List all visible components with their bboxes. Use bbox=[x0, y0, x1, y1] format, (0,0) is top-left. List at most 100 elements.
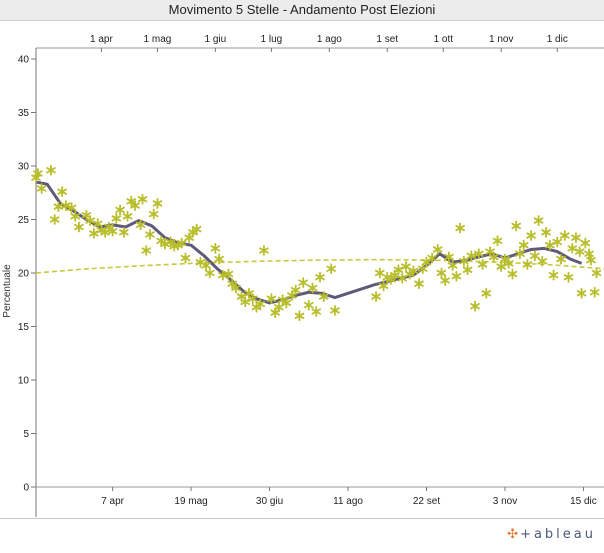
data-point[interactable] bbox=[417, 263, 428, 275]
data-point[interactable] bbox=[330, 305, 340, 316]
data-point[interactable] bbox=[541, 226, 551, 238]
data-point[interactable] bbox=[545, 239, 555, 251]
data-point[interactable] bbox=[141, 245, 152, 256]
data-point[interactable] bbox=[240, 296, 251, 308]
data-point[interactable] bbox=[556, 253, 566, 265]
data-point[interactable] bbox=[130, 200, 140, 211]
data-point[interactable] bbox=[591, 267, 602, 279]
data-point[interactable] bbox=[70, 210, 81, 222]
data-point[interactable] bbox=[259, 245, 269, 256]
data-point[interactable] bbox=[49, 214, 60, 225]
data-point[interactable] bbox=[589, 286, 600, 298]
data-point[interactable] bbox=[378, 280, 389, 292]
data-point[interactable] bbox=[522, 259, 533, 270]
data-point[interactable] bbox=[277, 294, 288, 306]
data-point[interactable] bbox=[374, 267, 385, 279]
data-point[interactable] bbox=[371, 291, 381, 302]
data-point[interactable] bbox=[526, 230, 536, 241]
data-point[interactable] bbox=[481, 287, 492, 299]
data-point[interactable] bbox=[444, 251, 454, 263]
data-point[interactable] bbox=[580, 237, 591, 249]
data-point[interactable] bbox=[567, 242, 578, 254]
data-point[interactable] bbox=[518, 239, 529, 251]
data-point[interactable] bbox=[488, 251, 499, 263]
data-point[interactable] bbox=[530, 250, 540, 262]
data-point[interactable] bbox=[251, 301, 262, 313]
data-point[interactable] bbox=[214, 253, 224, 265]
data-point[interactable] bbox=[427, 252, 437, 264]
data-point[interactable] bbox=[85, 215, 95, 226]
data-point[interactable] bbox=[135, 219, 146, 231]
data-point[interactable] bbox=[326, 263, 337, 275]
data-point[interactable] bbox=[397, 272, 408, 284]
data-point[interactable] bbox=[470, 300, 480, 312]
data-point[interactable] bbox=[92, 218, 103, 230]
data-point[interactable] bbox=[548, 269, 559, 281]
data-point[interactable] bbox=[474, 248, 484, 260]
data-point[interactable] bbox=[515, 248, 525, 260]
data-point[interactable] bbox=[462, 264, 473, 276]
data-point[interactable] bbox=[231, 282, 241, 294]
data-point[interactable] bbox=[455, 222, 465, 234]
data-point[interactable] bbox=[266, 293, 277, 305]
data-point[interactable] bbox=[414, 278, 424, 290]
data-point[interactable] bbox=[421, 256, 432, 268]
data-point[interactable] bbox=[274, 301, 284, 313]
data-point[interactable] bbox=[533, 215, 544, 226]
data-point[interactable] bbox=[503, 257, 514, 269]
data-point[interactable] bbox=[180, 252, 191, 264]
data-point[interactable] bbox=[66, 202, 77, 214]
data-point[interactable] bbox=[122, 210, 133, 222]
data-point[interactable] bbox=[511, 220, 521, 232]
data-point[interactable] bbox=[586, 254, 596, 266]
data-point[interactable] bbox=[115, 204, 125, 216]
data-point[interactable] bbox=[247, 293, 258, 305]
data-point[interactable] bbox=[255, 298, 266, 310]
data-point[interactable] bbox=[574, 246, 585, 258]
data-point[interactable] bbox=[61, 200, 71, 211]
data-point[interactable] bbox=[401, 261, 411, 272]
data-point[interactable] bbox=[107, 225, 118, 237]
data-point[interactable] bbox=[33, 168, 43, 179]
data-point[interactable] bbox=[294, 310, 305, 322]
data-point[interactable] bbox=[393, 264, 404, 276]
data-point[interactable] bbox=[290, 284, 301, 296]
data-point[interactable] bbox=[281, 297, 292, 309]
data-point[interactable] bbox=[315, 271, 325, 283]
data-point[interactable] bbox=[160, 238, 170, 250]
data-point[interactable] bbox=[111, 213, 122, 224]
data-point[interactable] bbox=[204, 267, 215, 279]
data-point[interactable] bbox=[537, 255, 548, 267]
tableau-logo[interactable]: ✣ +ableau bbox=[507, 527, 596, 542]
data-point[interactable] bbox=[507, 268, 518, 280]
data-point[interactable] bbox=[57, 186, 67, 198]
data-point[interactable] bbox=[137, 193, 148, 205]
data-point[interactable] bbox=[492, 235, 503, 247]
data-point[interactable] bbox=[571, 232, 581, 244]
data-point[interactable] bbox=[559, 230, 570, 241]
data-point[interactable] bbox=[74, 221, 84, 233]
data-point[interactable] bbox=[201, 260, 211, 271]
data-point[interactable] bbox=[119, 226, 129, 238]
data-point[interactable] bbox=[576, 287, 587, 299]
data-point[interactable] bbox=[432, 244, 443, 255]
data-point[interactable] bbox=[298, 277, 308, 289]
data-point[interactable] bbox=[303, 299, 314, 311]
data-point[interactable] bbox=[311, 306, 322, 317]
data-point[interactable] bbox=[440, 275, 450, 286]
data-point[interactable] bbox=[318, 291, 329, 302]
data-point[interactable] bbox=[477, 259, 488, 270]
data-point[interactable] bbox=[191, 223, 202, 235]
data-point[interactable] bbox=[451, 270, 462, 282]
data-point[interactable] bbox=[436, 267, 447, 279]
data-point[interactable] bbox=[145, 229, 155, 240]
data-point[interactable] bbox=[156, 235, 166, 247]
data-point[interactable] bbox=[459, 255, 469, 267]
data-point[interactable] bbox=[46, 164, 56, 176]
data-point[interactable] bbox=[176, 237, 187, 249]
data-point[interactable] bbox=[89, 228, 99, 239]
data-point[interactable] bbox=[408, 265, 419, 277]
data-point[interactable] bbox=[53, 201, 64, 213]
data-point[interactable] bbox=[223, 268, 234, 280]
data-point[interactable] bbox=[152, 198, 163, 209]
